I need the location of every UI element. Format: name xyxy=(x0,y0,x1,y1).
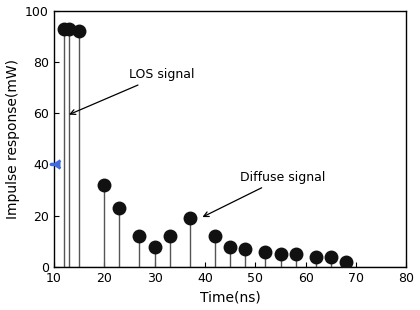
Text: Diffuse signal: Diffuse signal xyxy=(204,171,326,216)
X-axis label: Time(ns): Time(ns) xyxy=(200,290,260,304)
Text: LOS signal: LOS signal xyxy=(70,68,195,114)
Y-axis label: Impulse response(mW): Impulse response(mW) xyxy=(5,59,20,219)
